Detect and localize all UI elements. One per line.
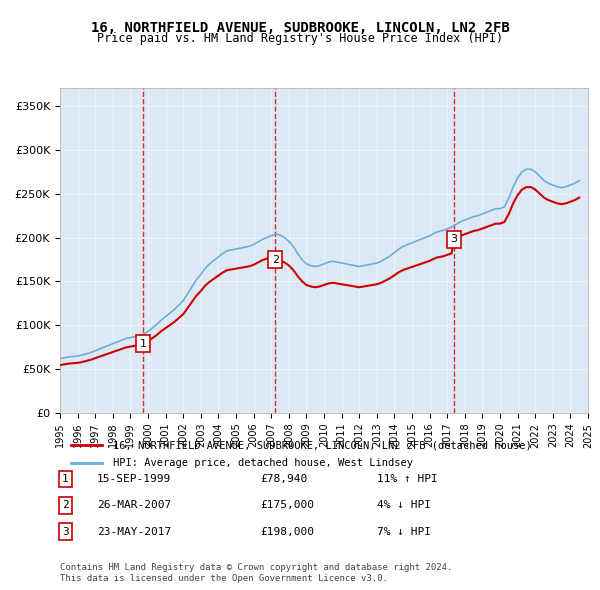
Text: 26-MAR-2007: 26-MAR-2007 — [97, 500, 171, 510]
Text: 1: 1 — [62, 474, 68, 484]
Text: 16, NORTHFIELD AVENUE, SUDBROOKE, LINCOLN, LN2 2FB (detached house): 16, NORTHFIELD AVENUE, SUDBROOKE, LINCOL… — [113, 440, 532, 450]
Text: Contains HM Land Registry data © Crown copyright and database right 2024.
This d: Contains HM Land Registry data © Crown c… — [60, 563, 452, 583]
Text: 15-SEP-1999: 15-SEP-1999 — [97, 474, 171, 484]
Text: 1: 1 — [139, 339, 146, 349]
Text: £175,000: £175,000 — [260, 500, 314, 510]
Text: 16, NORTHFIELD AVENUE, SUDBROOKE, LINCOLN, LN2 2FB: 16, NORTHFIELD AVENUE, SUDBROOKE, LINCOL… — [91, 21, 509, 35]
Text: 2: 2 — [272, 254, 279, 264]
Text: 7% ↓ HPI: 7% ↓ HPI — [377, 526, 431, 536]
Text: £78,940: £78,940 — [260, 474, 308, 484]
Text: 4% ↓ HPI: 4% ↓ HPI — [377, 500, 431, 510]
Text: 23-MAY-2017: 23-MAY-2017 — [97, 526, 171, 536]
Text: HPI: Average price, detached house, West Lindsey: HPI: Average price, detached house, West… — [113, 458, 413, 468]
Text: £198,000: £198,000 — [260, 526, 314, 536]
Text: 11% ↑ HPI: 11% ↑ HPI — [377, 474, 437, 484]
Text: Price paid vs. HM Land Registry's House Price Index (HPI): Price paid vs. HM Land Registry's House … — [97, 32, 503, 45]
Text: 3: 3 — [451, 234, 458, 244]
Text: 3: 3 — [62, 526, 68, 536]
Text: 2: 2 — [62, 500, 68, 510]
